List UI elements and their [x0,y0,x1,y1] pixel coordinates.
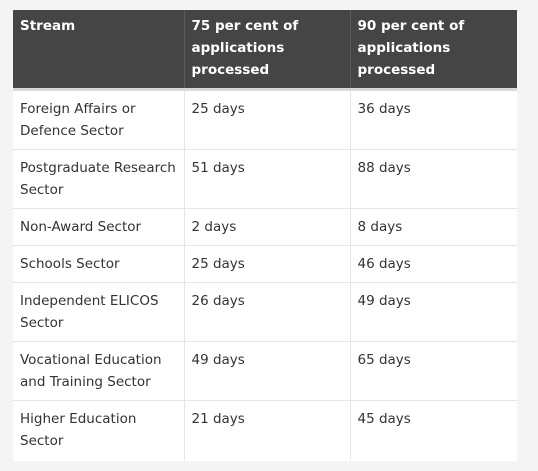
table-row: Foreign Affairs or Defence Sector 25 day… [13,88,517,150]
stream-cell: Non-Award Sector [13,208,184,246]
percentile-90-cell: 46 days [349,245,517,283]
column-header-stream: Stream [13,10,184,90]
table-row: Postgraduate Research Sector 51 days 88 … [13,149,517,209]
stream-cell: Higher Education Sector [20,411,137,449]
stream-cell: Vocational Education and Training Sector [13,341,184,401]
percentile-75-cell: 51 days [183,149,350,209]
percentile-90-cell: 8 days [349,208,517,246]
table-row: Independent ELICOS Sector 26 days 49 day… [13,282,517,342]
column-header-75-percent: 75 per cent of applications processed [183,10,350,90]
table-row: Higher Education Sector 21 days 45 days [13,400,517,460]
stream-cell: Schools Sector [13,245,184,283]
percentile-75-cell: 26 days [183,282,350,342]
percentile-75-cell: 2 days [183,208,350,246]
stream-cell: Postgraduate Research Sector [13,149,184,209]
percentile-90-cell: 49 days [349,282,517,342]
percentile-90-cell: 45 days [349,400,517,460]
percentile-75-cell: 21 days [183,400,350,460]
stream-cell: Foreign Affairs or Defence Sector [13,88,184,150]
percentile-90-cell: 36 days [349,88,517,150]
table-header-row: Stream 75 per cent of applications proce… [13,10,517,90]
percentile-75-cell: 25 days [183,245,350,283]
percentile-90-cell: 65 days [349,341,517,401]
processing-times-table: Stream 75 per cent of applications proce… [13,10,517,460]
table-row: Vocational Education and Training Sector… [13,341,517,401]
percentile-90-cell: 88 days [349,149,517,209]
processing-times-table-container: Stream 75 per cent of applications proce… [13,10,517,461]
table-row: Non-Award Sector 2 days 8 days [13,208,517,246]
percentile-75-cell: 25 days [183,88,350,150]
stream-cell: Independent ELICOS Sector [13,282,184,342]
column-header-90-percent: 90 per cent of applications processed [349,10,517,90]
percentile-75-cell: 49 days [183,341,350,401]
table-row: Schools Sector 25 days 46 days [13,245,517,283]
